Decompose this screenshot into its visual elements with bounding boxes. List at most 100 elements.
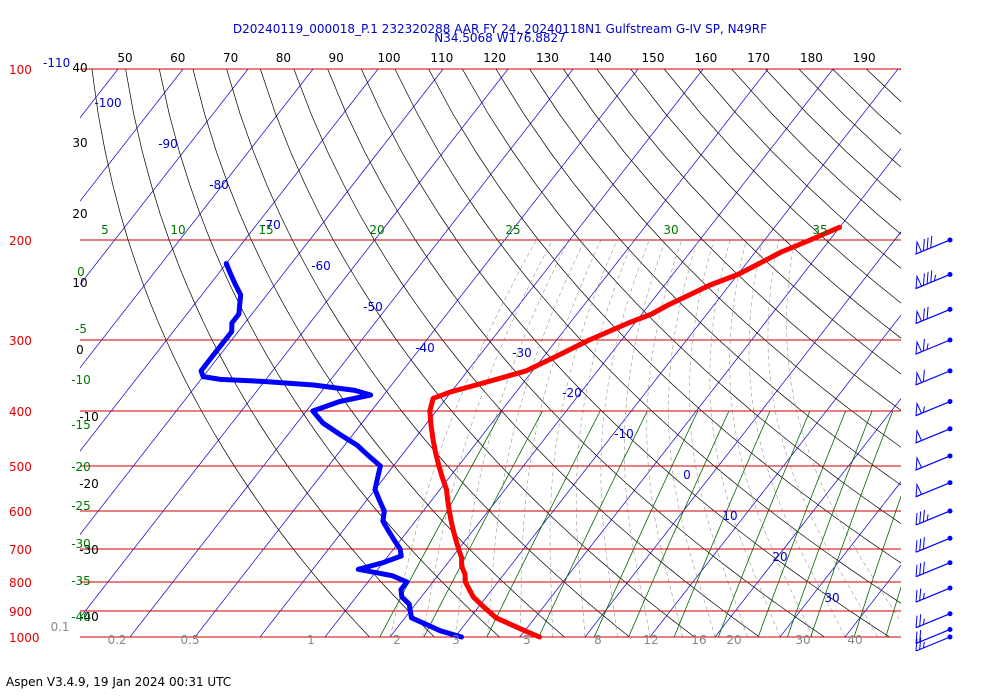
bottom-scale-label: 0.5 (180, 633, 199, 647)
temperature-point (473, 382, 479, 388)
top-scale-label: 190 (853, 51, 876, 65)
footer-text: Aspen V3.4.9, 19 Jan 2024 00:31 UTC (6, 675, 231, 689)
temperature-point (444, 487, 449, 492)
wind-barb-feather (922, 308, 925, 321)
pressure-top-label: -110 (43, 56, 70, 70)
mixing-ratio-top-label: 20 (369, 223, 384, 237)
isotherm-label: -70 (261, 218, 281, 232)
left-scale-label: -10 (79, 410, 99, 424)
isotherm-line (649, 314, 901, 638)
temperature-point (493, 615, 499, 620)
isotherm-line (714, 397, 901, 638)
dewpoint-point (382, 508, 387, 514)
isotherm-label: 30 (824, 591, 839, 605)
wind-barb-dot (947, 368, 953, 374)
left-scale-label: 0 (76, 343, 84, 357)
temperature-point (537, 634, 542, 640)
bottom-scale-label: 12 (643, 633, 658, 647)
left-scale-label: -40 (79, 610, 99, 624)
temperature-point (587, 337, 592, 343)
wind-barb (915, 626, 953, 645)
dewpoint-point (355, 443, 360, 448)
dry-adiabat-line (259, 69, 695, 638)
dry-adiabat-line (765, 69, 901, 201)
isotherm-label: 0 (683, 468, 691, 482)
temperature-point (467, 587, 472, 592)
temperature-point (445, 498, 450, 503)
isotherm-line (584, 231, 901, 638)
isotherm-line (80, 69, 444, 536)
mixing-ratio-top-label: 25 (505, 223, 520, 237)
wind-barb-feather (930, 235, 933, 248)
dewpoint-point (391, 537, 397, 543)
wind-barb-pennant (915, 309, 923, 325)
wind-barb-feather (919, 563, 922, 576)
wind-barb-dot (947, 399, 953, 405)
wind-barb-dot (947, 426, 953, 432)
dry-adiabat-line (192, 69, 565, 638)
temperature-point (486, 608, 491, 614)
wind-barb-pennant (915, 370, 923, 386)
pressure-label: 900 (9, 605, 32, 619)
pressure-label: 200 (9, 234, 32, 248)
wind-barb-half-feather (934, 274, 936, 281)
temperature-point (430, 437, 436, 443)
temperature-point (431, 396, 436, 401)
dewpoint-point (380, 560, 386, 565)
wind-barb-dot (947, 337, 953, 343)
wind-barb-feather (915, 540, 918, 553)
moist-adiabat-line (549, 239, 618, 638)
wind-barb-staff (915, 636, 951, 652)
isotherm-line (844, 564, 901, 638)
mixing-ratio-line (717, 410, 811, 638)
wind-barb (915, 399, 953, 417)
wind-barb (915, 634, 953, 652)
isotherm-line (129, 69, 574, 638)
isotherm-line (910, 69, 1000, 637)
dewpoint-point (438, 628, 443, 633)
dewpoint-point (404, 579, 410, 585)
wind-barb-dot (947, 634, 953, 640)
wind-barb-pennant (915, 340, 923, 355)
dewpoint-point (200, 374, 206, 379)
dry-adiabat-line (664, 69, 901, 304)
dewpoint-point (216, 345, 221, 351)
dewpoint-point (386, 528, 391, 533)
wind-barb-dot (947, 306, 953, 312)
isotherm-line (454, 69, 899, 638)
mixing-ratio-line (628, 410, 730, 638)
pressure-label: 800 (9, 576, 32, 590)
temperature-point (436, 463, 442, 469)
wind-barb-feather (919, 637, 922, 650)
dry-adiabat-line (495, 69, 901, 486)
wind-barb-staff (915, 613, 951, 629)
dewpoint-point (337, 432, 343, 437)
dewpoint-trace (198, 261, 464, 640)
isotherm-label: 20 (772, 550, 787, 564)
wind-barb-feather (919, 538, 922, 551)
mixing-ratio-top-label: 35 (812, 223, 827, 237)
temperature-point (757, 261, 762, 266)
wind-barb-half-feather (926, 514, 929, 521)
mixing-ratio-left-label: -5 (75, 322, 87, 336)
wind-barb (915, 535, 953, 553)
dewpoint-point (397, 546, 403, 552)
wind-barb (915, 585, 953, 603)
wind-barb-pennant (915, 240, 923, 255)
bottom-scale-label: 0.1 (50, 620, 69, 634)
isotherm-line (389, 69, 834, 638)
isotherm-line (80, 69, 379, 452)
temperature-point (522, 628, 528, 633)
temperature-point (555, 353, 560, 359)
wind-barb (915, 560, 953, 578)
bottom-scale-label: 1 (307, 633, 315, 647)
dry-adiabat-line (596, 69, 901, 375)
dry-adiabat-line (630, 69, 901, 339)
wind-barb (915, 270, 953, 290)
temperature-point (779, 249, 784, 255)
wind-barb-staff (915, 537, 951, 553)
dewpoint-point (320, 420, 326, 426)
wind-barb-feather (915, 590, 918, 603)
dewpoint-point (407, 601, 412, 607)
